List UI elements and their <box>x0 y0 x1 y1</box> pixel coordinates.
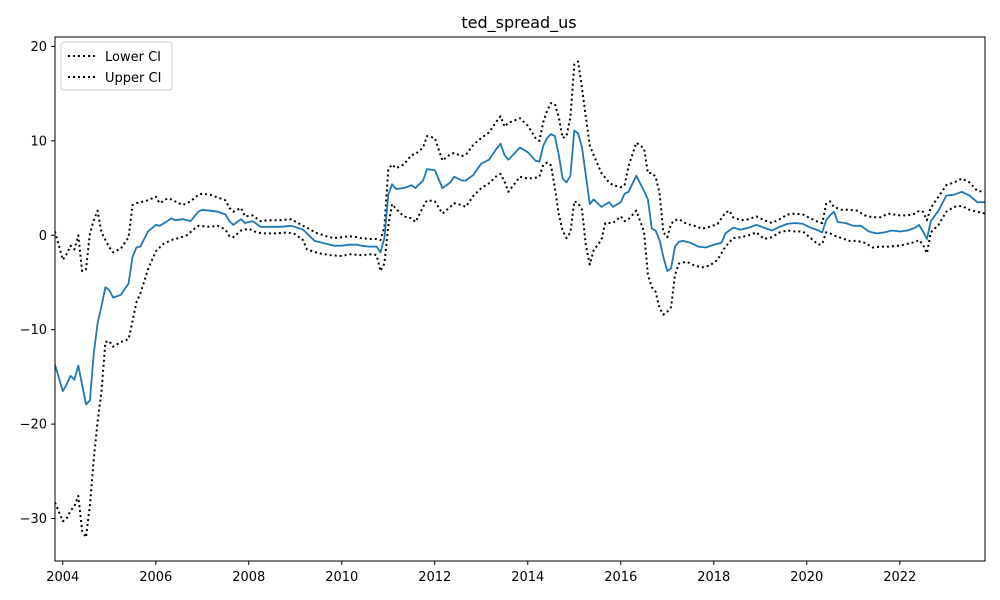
plot-frame <box>54 36 986 562</box>
y-tick-label: 10 <box>30 134 47 149</box>
series-line-lower-ci <box>55 161 985 539</box>
series-line-estimate <box>55 129 985 406</box>
x-tick-label: 2022 <box>883 570 916 585</box>
x-tick-label: 2004 <box>46 570 79 585</box>
y-tick-label: −20 <box>20 418 47 433</box>
x-axis: 2004 2006 2008 2010 2012 2014 2016 2018 2020 2022 <box>46 561 916 585</box>
y-tick-label: −10 <box>20 323 47 338</box>
plot-lines <box>55 60 985 539</box>
x-tick-label: 2008 <box>232 570 265 585</box>
x-tick-label: 2010 <box>325 570 358 585</box>
legend-label-lower-ci: Lower CI <box>105 50 161 65</box>
y-tick-label: 0 <box>39 229 47 244</box>
x-tick-label: 2006 <box>139 570 172 585</box>
x-tick-label: 2014 <box>511 570 544 585</box>
x-tick-label: 2012 <box>418 570 451 585</box>
y-axis: −30 −20 −10 0 10 20 <box>20 40 55 527</box>
legend-label-upper-ci: Upper CI <box>105 71 161 86</box>
legend: Lower CI Upper CI <box>60 41 173 91</box>
x-tick-label: 2020 <box>790 570 823 585</box>
y-tick-label: 20 <box>30 40 47 55</box>
x-tick-label: 2016 <box>604 570 637 585</box>
y-tick-label: −30 <box>20 512 47 527</box>
x-tick-label: 2018 <box>697 570 730 585</box>
chart-title: ted_spread_us <box>461 13 576 33</box>
